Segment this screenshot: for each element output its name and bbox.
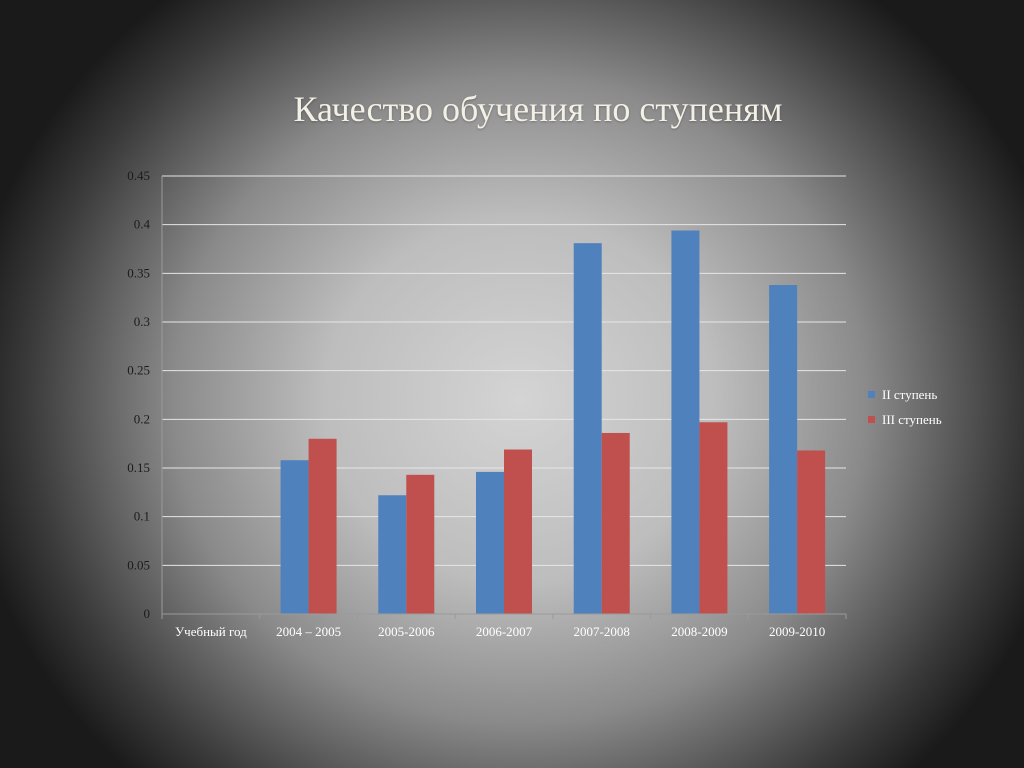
bar-2-1: [308, 438, 337, 614]
y-tick-labels: 0 0.05 0.1 0.15 0.2 0.25 0.3 0.35 0.4 0.45: [127, 168, 150, 621]
y-tick-label: 0.35: [127, 265, 150, 280]
y-tick-label: 0.25: [127, 363, 150, 378]
axes: [161, 176, 847, 619]
bar-1-6: [769, 285, 798, 614]
legend-item-series-1: II ступень: [868, 382, 942, 407]
bar-1-3: [476, 471, 504, 614]
bar-2-3: [504, 449, 532, 614]
y-tick-label: 0.2: [134, 411, 150, 426]
bar-1-2: [378, 495, 407, 614]
y-tick-label: 0.05: [127, 557, 150, 572]
legend-label: II ступень: [882, 386, 938, 402]
y-tick-label: 0.45: [127, 168, 150, 183]
bar-2-2: [406, 474, 435, 614]
legend-swatch: [868, 391, 875, 398]
y-tick-label: 0: [144, 606, 151, 621]
x-tick-labels: Учебный год 2004 – 2005 2005-2006 2006-2007…: [175, 624, 825, 639]
y-tick-label: 0.1: [134, 509, 150, 524]
legend-label: III ступень: [882, 411, 942, 427]
bar-1-4: [573, 243, 602, 614]
y-tick-label: 0.4: [134, 217, 151, 232]
legend: II ступень III ступень: [868, 382, 942, 432]
legend-item-series-2: III ступень: [868, 407, 942, 432]
x-tick-label: 2006-2007: [476, 624, 533, 639]
y-tick-label: 0.3: [134, 314, 150, 329]
bar-1-5: [671, 230, 700, 615]
bar-2-6: [797, 450, 826, 614]
bars: [280, 230, 826, 615]
x-tick-label: 2007-2008: [574, 624, 630, 639]
legend-swatch: [868, 416, 875, 423]
bar-1-1: [280, 460, 309, 614]
bar-2-4: [601, 432, 630, 614]
bar-2-5: [699, 422, 728, 614]
x-tick-label: 2009-2010: [769, 624, 825, 639]
x-tick-label: 2005-2006: [378, 624, 435, 639]
x-tick-label: 2004 – 2005: [276, 624, 341, 639]
x-tick-label: Учебный год: [175, 624, 247, 639]
y-tick-label: 0.15: [127, 460, 150, 475]
x-tick-label: 2008-2009: [671, 624, 727, 639]
chart-title: Качество обучения по ступеням: [293, 89, 783, 129]
